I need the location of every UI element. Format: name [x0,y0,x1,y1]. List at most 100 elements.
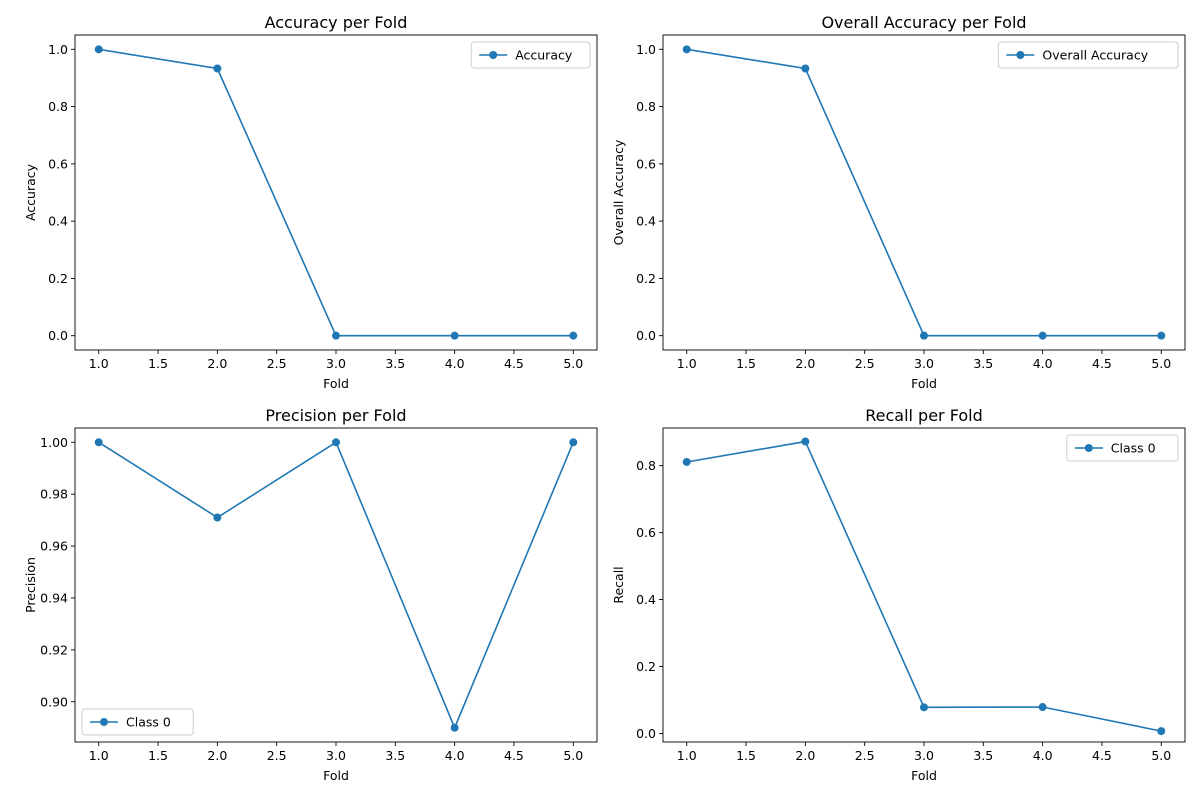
subplot-title: Recall per Fold [865,406,983,425]
y-tick-label: 0.4 [636,592,656,607]
y-tick-label: 0.2 [636,659,656,674]
x-tick-label: 5.0 [563,748,583,763]
y-tick-label: 0.6 [48,156,68,171]
axes-frame [74,34,598,351]
x-tick-label: 3.5 [385,748,405,763]
data-point [332,331,340,340]
subplot-recall: Recall per Fold Fold Recall 1.0 1.5 2.0 2.5… [611,406,1186,783]
x-tick-label: 1.0 [677,356,697,371]
y-tick-label: 0.6 [636,525,656,540]
data-point [682,45,691,54]
y-axis-label: Recall [611,566,626,603]
axes-frame [74,427,598,743]
x-tick-label: 2.0 [795,356,815,371]
x-tick-label: 4.5 [504,356,524,371]
data-point [213,64,222,73]
x-tick-label: 3.5 [973,356,993,371]
data-point [450,723,459,732]
data-point [801,64,810,73]
y-tick-label: 0.2 [48,271,68,286]
y-tick-label: 1.0 [636,42,656,57]
x-axis-label: Fold [323,376,349,391]
legend-marker [489,51,498,59]
y-tick-label: 0.8 [636,99,656,114]
x-tick-label: 3.0 [326,356,346,371]
y-tick-label: 0.4 [636,214,656,229]
x-tick-label: 5.0 [1151,356,1171,371]
y-axis-label: Accuracy [23,163,38,221]
axes-frame [662,34,1186,351]
x-tick-label: 4.5 [1092,356,1112,371]
y-tick-label: 1.0 [48,42,68,57]
x-tick-label: 2.5 [855,356,875,371]
x-tick-label: 1.0 [677,748,697,763]
y-tick-label: 0.98 [40,487,68,502]
x-axis-label: Fold [323,768,349,783]
x-tick-label: 2.5 [267,748,287,763]
legend-box [470,41,591,69]
legend-box [81,708,194,736]
x-tick-label: 2.0 [207,356,227,371]
axes-frame [662,427,1186,743]
x-tick-label: 1.5 [736,356,756,371]
data-point [213,513,222,522]
x-tick-label: 1.5 [148,356,168,371]
legend-label: Accuracy [515,48,573,63]
subplot-precision: Precision per Fold Fold Precision 1.0 1.5… [23,406,598,783]
subplot-title: Overall Accuracy per Fold [821,13,1026,32]
data-point [1038,331,1047,340]
data-point [1038,703,1047,712]
data-point [801,437,810,446]
y-tick-label: 0.90 [40,694,68,709]
series-line [98,48,574,337]
data-point [1157,727,1166,736]
x-tick-label: 3.5 [385,356,405,371]
x-tick-label: 2.0 [795,748,815,763]
y-tick-label: 0.0 [48,328,68,343]
x-tick-label: 3.0 [326,748,346,763]
y-axis-label: Precision [23,557,38,613]
x-tick-label: 4.0 [1033,356,1053,371]
legend-marker [1084,444,1093,452]
x-axis-label: Fold [911,376,937,391]
x-tick-label: 3.5 [973,748,993,763]
legend-marker [100,718,108,726]
x-tick-label: 1.0 [89,748,109,763]
x-tick-label: 3.0 [914,748,934,763]
y-tick-label: 0.0 [636,328,656,343]
legend: Accuracy [470,41,591,69]
x-tick-label: 4.0 [445,748,465,763]
legend-marker [1016,51,1025,59]
data-point [569,438,578,447]
data-point [569,331,578,340]
y-tick-label: 0.96 [40,539,68,554]
x-tick-label: 1.5 [736,748,756,763]
subplot-overall-accuracy: Overall Accuracy per Fold Fold Overall A… [611,13,1186,391]
subplot-title: Accuracy per Fold [265,13,408,32]
series-line [98,441,575,730]
y-tick-label: 0.8 [48,99,68,114]
x-tick-label: 2.5 [855,748,875,763]
legend: Class 0 [1066,434,1179,462]
data-point [1157,331,1166,340]
legend: Class 0 [81,708,194,736]
subplot-accuracy: Accuracy per Fold Fold Accuracy 1.0 1.5 2.… [23,13,598,391]
x-tick-label: 2.0 [207,748,227,763]
y-tick-label: 0.4 [48,214,68,229]
legend-label: Overall Accuracy [1042,48,1148,63]
legend-box [1066,434,1179,462]
x-tick-label: 5.0 [1151,748,1171,763]
x-tick-label: 4.5 [1092,748,1112,763]
series-line [686,440,1162,732]
y-tick-label: 0.0 [636,726,656,741]
x-tick-label: 4.0 [1033,748,1053,763]
legend-label: Class 0 [126,715,171,730]
y-tick-label: 0.6 [636,156,656,171]
data-point [94,438,103,447]
x-tick-label: 1.5 [148,748,168,763]
data-point [920,703,928,712]
data-point [94,45,103,54]
data-point [920,331,928,340]
y-tick-label: 0.94 [40,590,68,605]
